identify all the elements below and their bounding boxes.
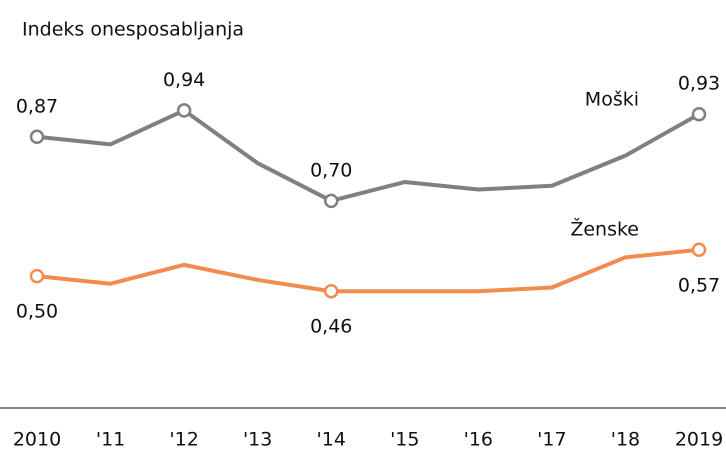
line bbox=[36, 108, 700, 203]
point-marker bbox=[323, 193, 339, 209]
x-tick-label: 2019 bbox=[675, 429, 723, 450]
x-tick-label: '18 bbox=[611, 429, 640, 450]
series-label: Ženske bbox=[570, 217, 639, 240]
data-label: 0,46 bbox=[310, 316, 352, 338]
point-marker bbox=[323, 283, 339, 299]
x-tick-label: 2010 bbox=[13, 429, 61, 450]
data-label: 0,87 bbox=[16, 95, 58, 117]
x-tick-label: '13 bbox=[243, 429, 272, 450]
x-tick-label: '16 bbox=[464, 429, 493, 450]
data-label: 0,93 bbox=[678, 73, 720, 95]
chart-title: Indeks onesposabljanja bbox=[22, 19, 244, 41]
point-marker bbox=[176, 103, 192, 118]
point-marker bbox=[691, 242, 707, 258]
point-marker bbox=[29, 268, 45, 284]
series-label: Moški bbox=[585, 89, 639, 111]
line bbox=[36, 247, 700, 294]
data-label: 0,57 bbox=[678, 274, 720, 296]
data-label: 0,94 bbox=[163, 69, 205, 91]
x-tick-label: '12 bbox=[169, 429, 198, 450]
x-tick-label: '17 bbox=[537, 429, 566, 450]
x-tick-label: '11 bbox=[96, 429, 125, 450]
point-marker bbox=[691, 106, 707, 122]
point-marker bbox=[29, 129, 45, 145]
data-label: 0,70 bbox=[310, 159, 352, 181]
x-tick-label: '14 bbox=[317, 429, 346, 450]
x-tick-label: '15 bbox=[390, 429, 419, 450]
data-label: 0,50 bbox=[16, 301, 58, 323]
